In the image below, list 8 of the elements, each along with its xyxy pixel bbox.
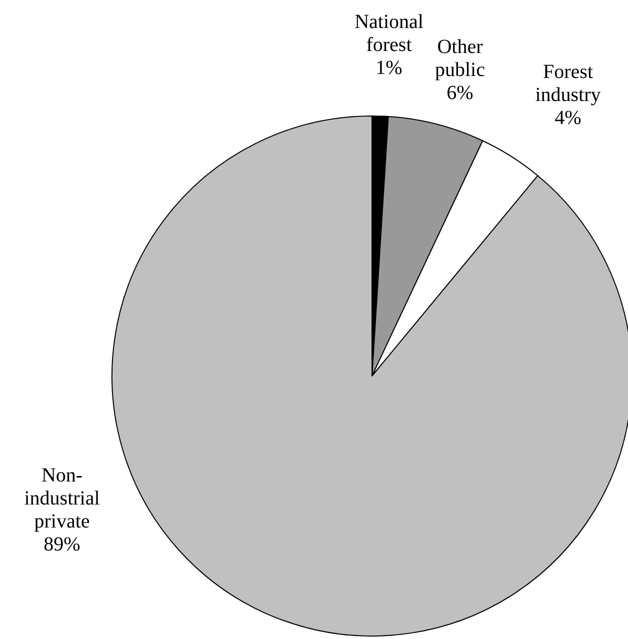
data-label: 89% xyxy=(44,534,80,556)
slice-label: Forest industry xyxy=(535,61,601,106)
slice-label: Other public xyxy=(435,36,486,81)
slice-label: Non-industrial private xyxy=(24,464,100,532)
slice-label: National forest xyxy=(354,11,424,56)
data-label: 6% xyxy=(446,82,474,104)
data-label: 1% xyxy=(376,57,402,79)
data-label: 4% xyxy=(554,107,582,129)
